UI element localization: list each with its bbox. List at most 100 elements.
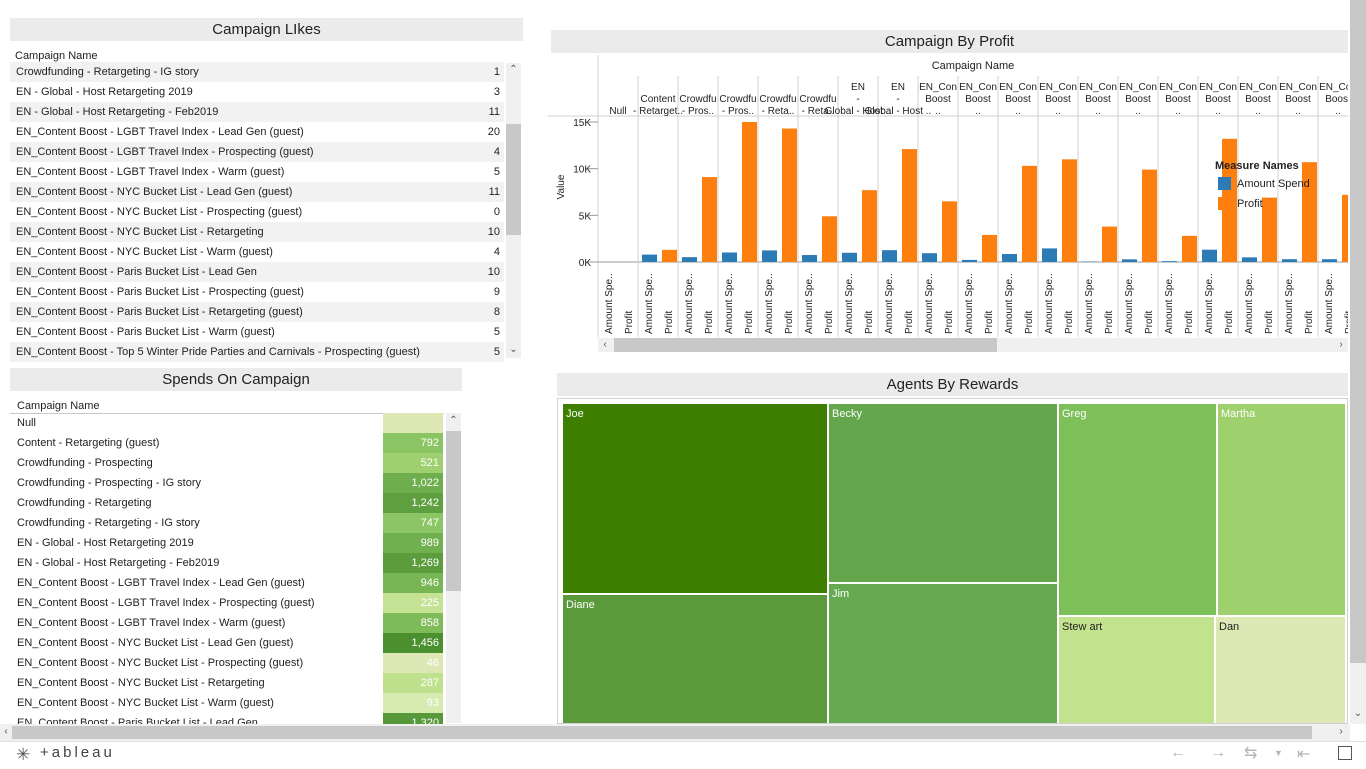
table-row[interactable]: EN_Content Boost - NYC Bucket List - Ret… — [10, 222, 504, 242]
table-row[interactable]: EN_Content Boost - NYC Bucket List - Lea… — [10, 182, 504, 202]
table-row[interactable]: EN - Global - Host Retargeting - Feb2019… — [10, 102, 504, 122]
category-header-label: .. — [1255, 106, 1261, 117]
table-row[interactable]: EN_Content Boost - Paris Bucket List - P… — [10, 282, 504, 302]
revert-icon[interactable]: ⇆ — [1244, 743, 1257, 763]
campaign-name-cell: EN_Content Boost - NYC Bucket List - Pro… — [16, 202, 302, 222]
campaign-name-cell: Null — [17, 413, 36, 433]
x-axis-header: Campaign Name — [932, 60, 1015, 72]
table-row[interactable]: EN_Content Boost - NYC Bucket List - Pro… — [10, 202, 504, 222]
fullscreen-icon[interactable] — [1338, 746, 1352, 760]
campaign-name-cell: EN_Content Boost - LGBT Travel Index - P… — [16, 142, 314, 162]
campaign-name-cell: EN_Content Boost - NYC Bucket List - War… — [17, 693, 274, 713]
treemap-cell-jim[interactable]: Jim — [828, 583, 1058, 724]
treemap-cell-stewart[interactable]: Stew art — [1058, 616, 1215, 724]
treemap-cell-dan[interactable]: Dan — [1215, 616, 1346, 724]
bar-measure-label: Profit — [1064, 310, 1075, 334]
category-header-label: EN_Con — [1039, 82, 1077, 93]
chevron-down-icon[interactable]: ⌄ — [507, 344, 520, 356]
likes-value-cell: 5 — [430, 342, 500, 362]
category-header-label: Boost — [1085, 94, 1111, 105]
spend-value-cell: 1,022 — [383, 473, 439, 493]
bar-profit — [1262, 198, 1277, 262]
treemap-cell-joe[interactable]: Joe — [562, 403, 828, 594]
y-tick-label: 15K — [573, 118, 591, 129]
treemap-cell-martha[interactable]: Martha — [1217, 403, 1346, 616]
y-tick-label: 5K — [579, 211, 592, 222]
table-row[interactable]: EN_Content Boost - LGBT Travel Index - L… — [10, 122, 504, 142]
treemap-label: Becky — [832, 408, 862, 420]
dashboard-vertical-scrollbar-thumb[interactable] — [1350, 0, 1366, 663]
table-row[interactable]: EN_Content Boost - NYC Bucket List - Ret… — [10, 673, 444, 693]
bar-measure-label: Profit — [744, 310, 755, 334]
bar-measure-label: Amount Spe.. — [764, 273, 775, 334]
redo-icon[interactable]: → — [1210, 744, 1226, 762]
tableau-logo[interactable]: +ableau — [40, 744, 115, 761]
table-row[interactable]: EN_Content Boost - NYC Bucket List - Lea… — [10, 633, 444, 653]
table-row[interactable]: EN_Content Boost - Paris Bucket List - R… — [10, 302, 504, 322]
table-row[interactable]: EN - Global - Host Retargeting - Feb2019… — [10, 553, 444, 573]
bar-amount-spend — [722, 252, 737, 262]
treemap-label: Stew art — [1062, 621, 1102, 633]
campaign-name-cell: Crowdfunding - Retargeting - IG story — [16, 62, 199, 82]
table-row[interactable]: EN_Content Boost - NYC Bucket List - War… — [10, 242, 504, 262]
spend-value-cell: 989 — [383, 533, 439, 553]
bar-profit — [982, 235, 997, 262]
category-header-label: .. — [935, 106, 941, 117]
category-header-label: Boost — [1045, 94, 1071, 105]
bar-measure-label: Amount Spe.. — [884, 273, 895, 334]
table-row[interactable]: EN_Content Boost - LGBT Travel Index - W… — [10, 162, 504, 182]
treemap-cell-diane[interactable]: Diane — [562, 594, 828, 724]
profit-horizontal-scrollbar-thumb[interactable] — [614, 338, 997, 352]
table-row[interactable]: EN_Content Boost - LGBT Travel Index - P… — [10, 593, 444, 613]
table-row[interactable]: EN_Content Boost - Paris Bucket List - W… — [10, 322, 504, 342]
table-row[interactable]: EN_Content Boost - Top 5 Winter Pride Pa… — [10, 342, 504, 362]
table-row[interactable]: EN_Content Boost - LGBT Travel Index - W… — [10, 613, 444, 633]
tableau-logo-icon[interactable]: ✳ — [16, 745, 30, 765]
chevron-left-icon[interactable]: ‹ — [1, 726, 11, 738]
dashboard-horizontal-scrollbar-thumb[interactable] — [12, 726, 1312, 739]
table-row[interactable]: EN_Content Boost - Paris Bucket List - L… — [10, 262, 504, 282]
chevron-right-icon[interactable]: › — [1336, 726, 1346, 738]
category-header-label: Boost — [1245, 94, 1271, 105]
table-row[interactable]: EN_Content Boost - LGBT Travel Index - L… — [10, 573, 444, 593]
table-row[interactable]: EN_Content Boost - NYC Bucket List - War… — [10, 693, 444, 713]
chevron-left-icon[interactable]: ‹ — [600, 339, 610, 351]
bar-amount-spend — [922, 253, 937, 262]
bar-amount-spend — [1322, 259, 1337, 262]
bar-measure-label: Profit — [984, 310, 995, 334]
reset-icon[interactable]: ⇤ — [1297, 744, 1310, 764]
chevron-up-icon[interactable]: ⌃ — [447, 415, 460, 427]
table-row[interactable]: Null — [10, 413, 444, 433]
table-row[interactable]: Content - Retargeting (guest)792 — [10, 433, 444, 453]
treemap-label: Dan — [1219, 621, 1239, 633]
caret-down-icon[interactable]: ▼ — [1274, 748, 1283, 758]
chevron-up-icon[interactable]: ⌃ — [507, 64, 520, 76]
bar-profit — [822, 216, 837, 262]
likes-value-cell: 5 — [430, 162, 500, 182]
likes-scrollbar-thumb[interactable] — [506, 124, 521, 235]
chevron-down-icon[interactable]: ⌄ — [1352, 708, 1364, 720]
treemap-cell-becky[interactable]: Becky — [828, 403, 1058, 583]
treemap-cell-greg[interactable]: Greg — [1058, 403, 1217, 616]
category-header-label: Boost — [1125, 94, 1151, 105]
bar-profit — [742, 122, 757, 262]
undo-icon[interactable]: ← — [1170, 744, 1186, 762]
bar-amount-spend — [882, 250, 897, 262]
table-row[interactable]: EN_Content Boost - LGBT Travel Index - P… — [10, 142, 504, 162]
bar-profit — [1022, 166, 1037, 262]
chevron-right-icon[interactable]: › — [1336, 339, 1346, 351]
category-header-label: Boost — [1205, 94, 1231, 105]
category-header-label: Boost — [925, 94, 951, 105]
spends-scrollbar-thumb[interactable] — [446, 431, 461, 591]
treemap-label: Jim — [832, 588, 849, 600]
table-row[interactable]: EN_Content Boost - NYC Bucket List - Pro… — [10, 653, 444, 673]
likes-value-cell: 8 — [430, 302, 500, 322]
y-axis-title: Value — [556, 174, 567, 199]
